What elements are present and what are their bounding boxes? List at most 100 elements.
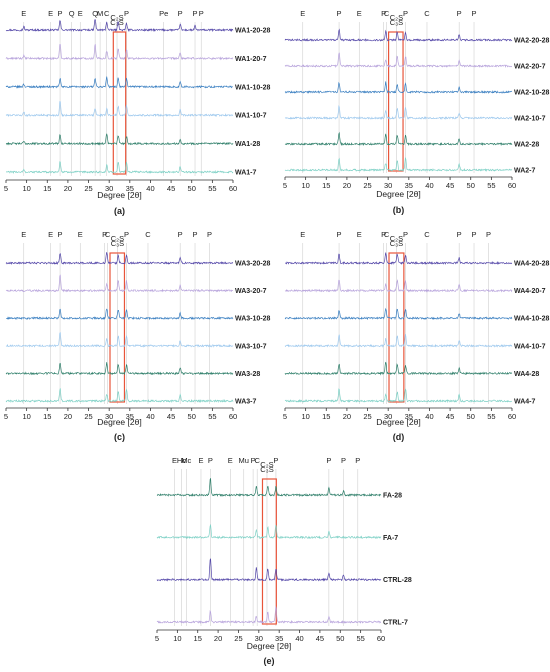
peak-label: P bbox=[472, 230, 477, 239]
x-tick-label: 25 bbox=[363, 181, 371, 190]
peak-label: P bbox=[457, 230, 462, 239]
x-tick-label: 35 bbox=[126, 184, 134, 193]
peak-label: Mu bbox=[239, 456, 249, 465]
panel-label: (c) bbox=[114, 432, 125, 442]
xrd-trace bbox=[5, 252, 234, 266]
xrd-trace bbox=[284, 81, 513, 94]
series-label: WA1-7 bbox=[235, 170, 257, 177]
xrd-trace bbox=[284, 334, 513, 348]
peak-label: P bbox=[326, 456, 331, 465]
series-label: WA3-20-7 bbox=[235, 288, 267, 295]
x-tick-label: 25 bbox=[234, 634, 242, 643]
peak-label: C bbox=[104, 9, 110, 18]
x-tick-label: 45 bbox=[167, 412, 175, 421]
series-label: WA2-7 bbox=[514, 168, 536, 175]
xrd-trace bbox=[284, 52, 513, 69]
panel-label: (d) bbox=[393, 432, 405, 442]
series-label: WA1-20-28 bbox=[235, 28, 271, 35]
x-tick-label: 60 bbox=[508, 412, 516, 421]
series-label: WA4-7 bbox=[514, 399, 536, 406]
xrd-trace bbox=[156, 523, 382, 540]
peak-label: P bbox=[58, 230, 63, 239]
xrd-trace bbox=[5, 44, 234, 61]
series-label: WA1-10-28 bbox=[235, 84, 271, 91]
xrd-trace bbox=[284, 307, 513, 321]
phase-highlight-box bbox=[112, 31, 127, 175]
peak-label: C bbox=[145, 230, 151, 239]
xrd-trace bbox=[5, 76, 233, 89]
peak-label: C₃S bbox=[110, 18, 123, 27]
x-tick-label: 25 bbox=[363, 412, 371, 421]
peak-label: C₃S bbox=[111, 239, 124, 248]
peak-label: P bbox=[58, 9, 63, 18]
peak-label: E bbox=[357, 9, 362, 18]
peak-label: C bbox=[254, 456, 260, 465]
x-tick-label: 30 bbox=[384, 181, 392, 190]
peak-label: P bbox=[355, 456, 360, 465]
peak-label: P bbox=[337, 9, 342, 18]
phase-highlight-box bbox=[261, 478, 277, 625]
peak-label: E bbox=[172, 456, 177, 465]
x-tick-label: 10 bbox=[22, 412, 30, 421]
x-tick-label: 60 bbox=[508, 181, 516, 190]
x-tick-label: 25 bbox=[84, 412, 92, 421]
x-tick-label: 50 bbox=[467, 181, 475, 190]
peak-label: P bbox=[341, 456, 346, 465]
x-tick-label: 55 bbox=[487, 181, 495, 190]
x-tick-label: 5 bbox=[283, 412, 287, 421]
x-tick-label: 30 bbox=[105, 412, 113, 421]
xrd-trace bbox=[5, 101, 234, 118]
x-tick-label: 15 bbox=[322, 181, 330, 190]
xrd-trace bbox=[156, 478, 382, 497]
panel-label: (e) bbox=[264, 656, 275, 666]
peak-label: P bbox=[457, 9, 462, 18]
peak-label: P bbox=[193, 230, 198, 239]
x-tick-label: 35 bbox=[405, 181, 413, 190]
peak-label: Mc bbox=[181, 456, 191, 465]
x-tick-label: 35 bbox=[405, 412, 413, 421]
x-tick-label: 40 bbox=[295, 634, 303, 643]
xrd-trace bbox=[284, 28, 513, 42]
x-tick-label: 55 bbox=[487, 412, 495, 421]
panel-label: (b) bbox=[393, 205, 405, 215]
x-tick-label: 55 bbox=[208, 412, 216, 421]
x-tick-label: 40 bbox=[146, 412, 154, 421]
x-axis-label: Degree [2θ] bbox=[97, 190, 141, 200]
peak-label: E bbox=[78, 9, 83, 18]
xrd-trace bbox=[5, 388, 234, 403]
peak-label: P bbox=[178, 9, 183, 18]
peak-label: E bbox=[78, 230, 83, 239]
xrd-trace bbox=[5, 362, 234, 376]
peak-label: Q bbox=[69, 9, 75, 18]
peak-label: P bbox=[486, 230, 491, 239]
series-label: WA1-28 bbox=[235, 141, 260, 148]
x-tick-label: 5 bbox=[283, 181, 287, 190]
x-tick-label: 60 bbox=[229, 412, 237, 421]
x-tick-label: 20 bbox=[64, 412, 72, 421]
xrd-trace bbox=[5, 332, 234, 348]
xrd-trace bbox=[156, 606, 382, 624]
x-tick-label: 30 bbox=[105, 184, 113, 193]
xrd-trace bbox=[156, 558, 382, 582]
series-label: WA4-20-7 bbox=[514, 288, 546, 295]
x-tick-label: 30 bbox=[255, 634, 263, 643]
series-label: WA2-20-28 bbox=[514, 38, 550, 45]
peak-label: Pe bbox=[159, 9, 168, 18]
peak-label: P bbox=[102, 230, 107, 239]
peak-label: P bbox=[381, 9, 386, 18]
peak-label: P bbox=[178, 230, 183, 239]
x-tick-label: 20 bbox=[343, 412, 351, 421]
xrd-trace bbox=[6, 161, 234, 174]
x-tick-label: 50 bbox=[336, 634, 344, 643]
xrd-trace bbox=[5, 19, 234, 33]
series-label: FA-7 bbox=[383, 535, 398, 542]
series-label: WA3-7 bbox=[235, 399, 257, 406]
x-tick-label: 15 bbox=[322, 412, 330, 421]
series-label: WA1-20-7 bbox=[235, 56, 267, 63]
peak-label: M bbox=[97, 9, 103, 18]
peak-label: P bbox=[403, 9, 408, 18]
